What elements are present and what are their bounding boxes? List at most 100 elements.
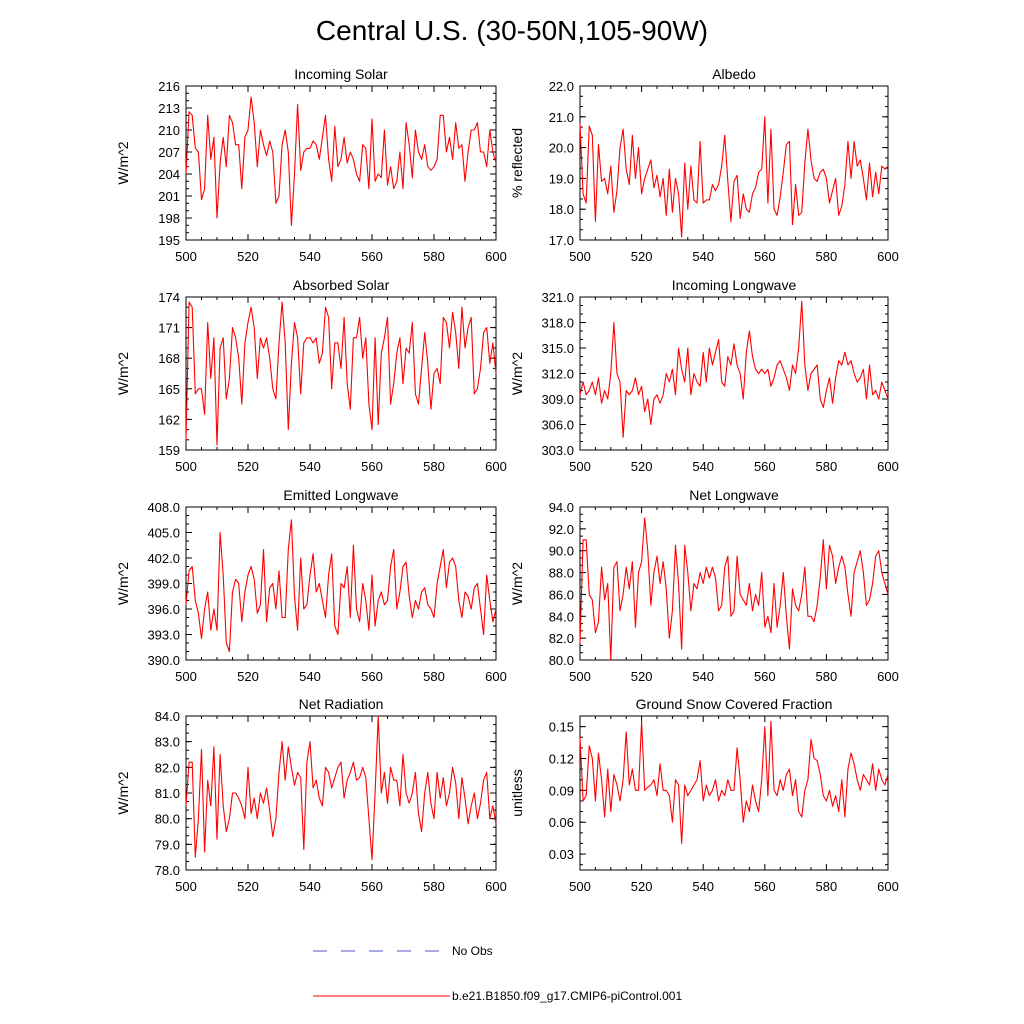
y-tick-label: 408.0: [147, 500, 180, 515]
x-tick-label: 580: [423, 669, 445, 684]
panel-0: Incoming Solar W/m^2 500 520 540 560 580 600 195…: [115, 66, 507, 264]
x-tick-label: 540: [299, 459, 321, 474]
series-line-0: [579, 720, 889, 845]
x-tick-label: 540: [692, 669, 714, 684]
x-tick-label: 600: [877, 249, 899, 264]
y-tick-label: 165: [158, 382, 180, 397]
panel-1: Albedo % reflected 500 520 540 560 580 600 17.0 1…: [509, 66, 899, 264]
x-tick-label: 560: [754, 879, 776, 894]
y-tick-label: 204: [158, 167, 180, 182]
y-axis-label: unitless: [509, 769, 525, 816]
x-tick-label: 580: [816, 879, 838, 894]
y-tick-label: 17.0: [549, 233, 574, 248]
y-tick-label: 81.0: [155, 786, 180, 801]
y-tick-label: 315.0: [541, 341, 574, 356]
x-tick-label: 580: [423, 879, 445, 894]
y-tick-label: 83.0: [155, 735, 180, 750]
x-tick-label: 580: [423, 249, 445, 264]
y-tick-label: 22.0: [549, 79, 574, 94]
y-tick-label: 20.0: [549, 141, 574, 156]
y-tick-label: 399.0: [147, 577, 180, 592]
panels: Incoming Solar W/m^2 500 520 540 560 580 600 195…: [115, 66, 899, 894]
y-tick-label: 78.0: [155, 863, 180, 878]
y-tick-label: 82.0: [549, 631, 574, 646]
x-tick-label: 600: [485, 459, 507, 474]
y-tick-label: 312.0: [541, 367, 574, 382]
y-tick-label: 306.0: [541, 418, 574, 433]
x-tick-label: 560: [754, 249, 776, 264]
y-tick-label: 303.0: [541, 443, 574, 458]
panel-title: Incoming Longwave: [672, 277, 797, 293]
y-tick-label: 90.0: [549, 544, 574, 559]
y-axis-label: W/m^2: [115, 562, 131, 605]
y-tick-label: 0.09: [549, 783, 574, 798]
series-line-0: [185, 519, 497, 653]
series-line-0: [185, 301, 497, 446]
y-tick-label: 396.0: [147, 602, 180, 617]
y-tick-label: 405.0: [147, 526, 180, 541]
x-tick-label: 500: [569, 879, 591, 894]
y-tick-label: 0.15: [549, 720, 574, 735]
x-tick-label: 520: [631, 879, 653, 894]
x-tick-label: 600: [485, 249, 507, 264]
y-axis-label: W/m^2: [115, 352, 131, 395]
x-tick-label: 500: [569, 669, 591, 684]
x-tick-label: 520: [237, 459, 259, 474]
y-tick-label: 162: [158, 412, 180, 427]
y-axis-label: W/m^2: [509, 562, 525, 605]
y-tick-label: 216: [158, 79, 180, 94]
panel-title: Absorbed Solar: [293, 277, 390, 293]
y-tick-label: 393.0: [147, 628, 180, 643]
x-tick-label: 560: [361, 879, 383, 894]
x-tick-label: 520: [237, 249, 259, 264]
x-tick-label: 500: [175, 879, 197, 894]
y-tick-label: 213: [158, 101, 180, 116]
x-tick-label: 600: [877, 669, 899, 684]
x-tick-label: 580: [816, 669, 838, 684]
x-tick-label: 520: [237, 879, 259, 894]
panel-title: Albedo: [712, 66, 756, 82]
series-line-0: [579, 517, 889, 661]
series-line-0: [579, 116, 889, 238]
y-tick-label: 210: [158, 123, 180, 138]
y-tick-label: 168: [158, 351, 180, 366]
y-tick-label: 94.0: [549, 500, 574, 515]
panel-2: Absorbed Solar W/m^2 500 520 540 560 580 600 159…: [115, 277, 507, 474]
y-tick-label: 80.0: [549, 653, 574, 668]
x-tick-label: 580: [423, 459, 445, 474]
panel-title: Net Radiation: [299, 696, 384, 712]
x-tick-label: 540: [692, 879, 714, 894]
x-tick-label: 600: [877, 459, 899, 474]
x-tick-label: 580: [816, 249, 838, 264]
panel-title: Ground Snow Covered Fraction: [636, 696, 833, 712]
y-tick-label: 84.0: [155, 709, 180, 724]
y-tick-label: 86.0: [549, 587, 574, 602]
y-tick-label: 390.0: [147, 653, 180, 668]
panel-3: Incoming Longwave W/m^2 500 520 540 560 580 600…: [509, 277, 899, 474]
y-tick-label: 19.0: [549, 171, 574, 186]
y-axis-label: % reflected: [509, 128, 525, 198]
legend-label-model: b.e21.B1850.f09_g17.CMIP6-piControl.001: [452, 989, 682, 1003]
y-tick-label: 171: [158, 321, 180, 336]
x-tick-label: 520: [631, 249, 653, 264]
y-tick-label: 92.0: [549, 522, 574, 537]
y-tick-label: 201: [158, 189, 180, 204]
x-tick-label: 560: [754, 669, 776, 684]
x-tick-label: 600: [485, 879, 507, 894]
x-tick-label: 560: [361, 249, 383, 264]
y-tick-label: 79.0: [155, 837, 180, 852]
x-tick-label: 500: [175, 249, 197, 264]
legend-label-no-obs: No Obs: [452, 944, 493, 958]
y-tick-label: 318.0: [541, 316, 574, 331]
y-tick-label: 159: [158, 443, 180, 458]
y-tick-label: 88.0: [549, 566, 574, 581]
x-tick-label: 540: [299, 879, 321, 894]
x-tick-label: 520: [631, 669, 653, 684]
panel-7: Ground Snow Covered Fraction unitless 500 5…: [509, 696, 899, 894]
y-tick-label: 82.0: [155, 760, 180, 775]
x-tick-label: 540: [299, 249, 321, 264]
x-tick-label: 500: [175, 669, 197, 684]
x-tick-label: 560: [754, 459, 776, 474]
